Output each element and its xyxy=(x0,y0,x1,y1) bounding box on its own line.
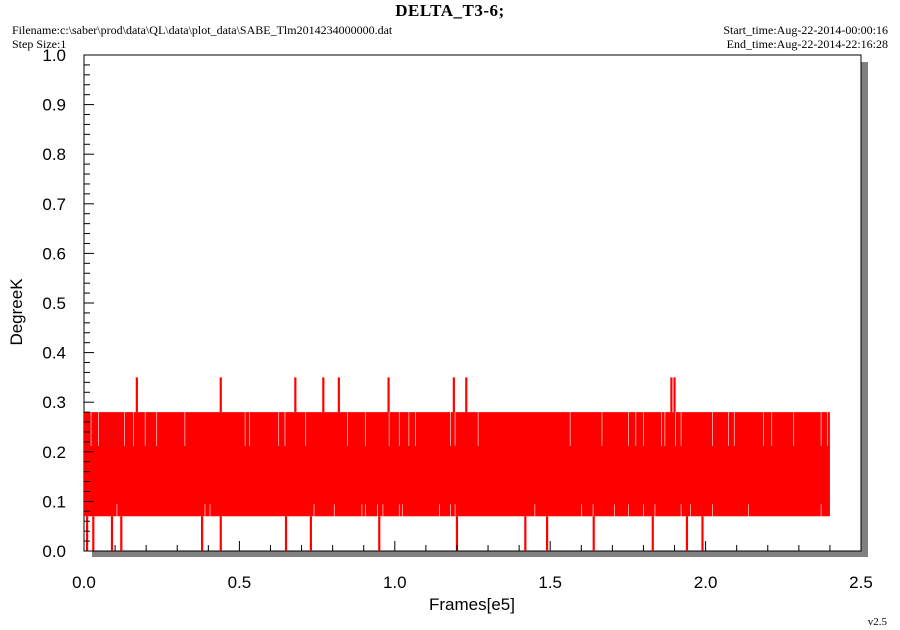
axis-layer: 0.0 0.1 0.2 0.3 0.4 0.5 0.6 0.7 0.8 0.9 1.0 0.0 0.5 1… xyxy=(42,46,872,592)
version-label: v2.5 xyxy=(867,616,887,628)
x-tick-label: 0.5 xyxy=(228,573,252,592)
y-tick-label: 0.7 xyxy=(42,195,66,214)
step-size-label: Step Size:1 xyxy=(12,37,67,51)
y-tick-label: 0.5 xyxy=(42,294,66,313)
x-tick-label: 1.5 xyxy=(538,573,562,592)
y-tick-label: 1.0 xyxy=(42,46,66,65)
chart-title: DELTA_T3-6; xyxy=(395,1,505,20)
y-axis-label: DegreeK xyxy=(7,278,26,346)
end-time-label: End_time:Aug-22-2014-22:16:28 xyxy=(726,37,888,51)
y-tick-label: 0.6 xyxy=(42,244,66,263)
x-tick-label: 0.0 xyxy=(72,573,96,592)
y-tick-label: 0.4 xyxy=(42,344,66,363)
y-tick-label: 0.9 xyxy=(42,96,66,115)
y-tick-label: 0.0 xyxy=(42,542,66,561)
y-tick-label: 0.3 xyxy=(42,393,66,412)
x-axis-label: Frames[e5] xyxy=(429,595,515,614)
x-tick-label: 2.5 xyxy=(849,573,873,592)
start-time-label: Start_time:Aug-22-2014-00:00:16 xyxy=(723,23,888,37)
series-core-band xyxy=(84,412,830,517)
x-tick-label: 2.0 xyxy=(694,573,718,592)
filename-label: Filename:c:\saber\prod\data\QL\data\plot… xyxy=(12,23,393,37)
series-gaps xyxy=(90,412,828,517)
series-layer xyxy=(84,377,830,551)
y-tick-label: 0.1 xyxy=(42,492,66,511)
y-tick-label: 0.8 xyxy=(42,145,66,164)
y-tick-label: 0.2 xyxy=(42,443,66,462)
x-tick-label: 1.0 xyxy=(383,573,407,592)
